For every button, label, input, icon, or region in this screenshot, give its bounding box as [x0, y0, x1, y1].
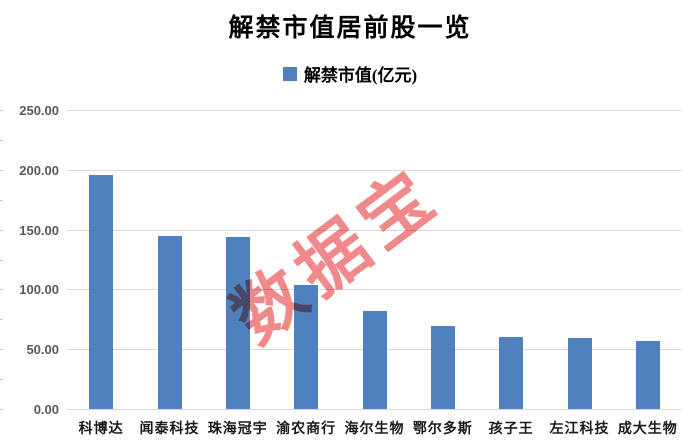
y-minor-tick: [0, 379, 3, 381]
x-tick-label: 成大生物: [617, 422, 678, 437]
bar-海尔生物: [362, 310, 387, 409]
bar-孩子王: [499, 337, 524, 409]
y-minor-tick: [0, 169, 3, 171]
y-tick-label: 150.00: [19, 222, 59, 238]
gridline: [67, 110, 682, 111]
chart-title: 解禁市值居前股一览: [228, 15, 472, 42]
y-minor-tick: [0, 289, 3, 291]
x-tick-label: 珠海冠宇: [207, 422, 268, 437]
gridline: [67, 229, 682, 231]
y-tick-label: 100.00: [19, 282, 59, 298]
x-tick-label: 孩子王: [488, 422, 534, 437]
y-minor-tick: [0, 409, 3, 410]
y-tick-label: 250.00: [19, 103, 59, 118]
legend-marker-swatch: [282, 66, 297, 81]
y-tick-label: 200.00: [19, 162, 59, 178]
bar-闻泰科技: [157, 235, 182, 409]
y-minor-tick: [0, 199, 3, 201]
gridline: [67, 409, 682, 410]
bar-鄂尔多斯: [430, 326, 455, 409]
y-minor-tick: [0, 139, 3, 141]
y-minor-tick: [0, 110, 3, 111]
y-tick-label: 0.00: [33, 402, 59, 417]
x-tick-label: 左江科技: [549, 422, 610, 437]
y-minor-tick: [0, 259, 3, 261]
legend: 解禁市值(亿元): [0, 61, 700, 86]
x-tick-label: 海尔生物: [344, 422, 405, 437]
bar-科博达: [89, 174, 114, 409]
x-tick-label: 鄂尔多斯: [412, 422, 473, 437]
x-tick-label: 闻泰科技: [139, 422, 200, 437]
bar-珠海冠宇: [225, 236, 250, 409]
x-tick-label: 科博达: [78, 422, 124, 437]
x-tick-label: 渝农商行: [276, 422, 337, 437]
bar-成大生物: [635, 340, 660, 409]
y-tick-label: 50.00: [26, 342, 59, 358]
y-minor-tick: [0, 319, 3, 321]
bar-渝农商行: [294, 284, 319, 409]
plot-area: [67, 110, 682, 410]
gridline: [67, 289, 682, 291]
gridline: [67, 169, 682, 171]
y-minor-tick: [0, 349, 3, 351]
y-minor-tick: [0, 229, 3, 231]
bar-左江科技: [567, 338, 592, 409]
legend-label: 解禁市值(亿元): [303, 66, 418, 85]
